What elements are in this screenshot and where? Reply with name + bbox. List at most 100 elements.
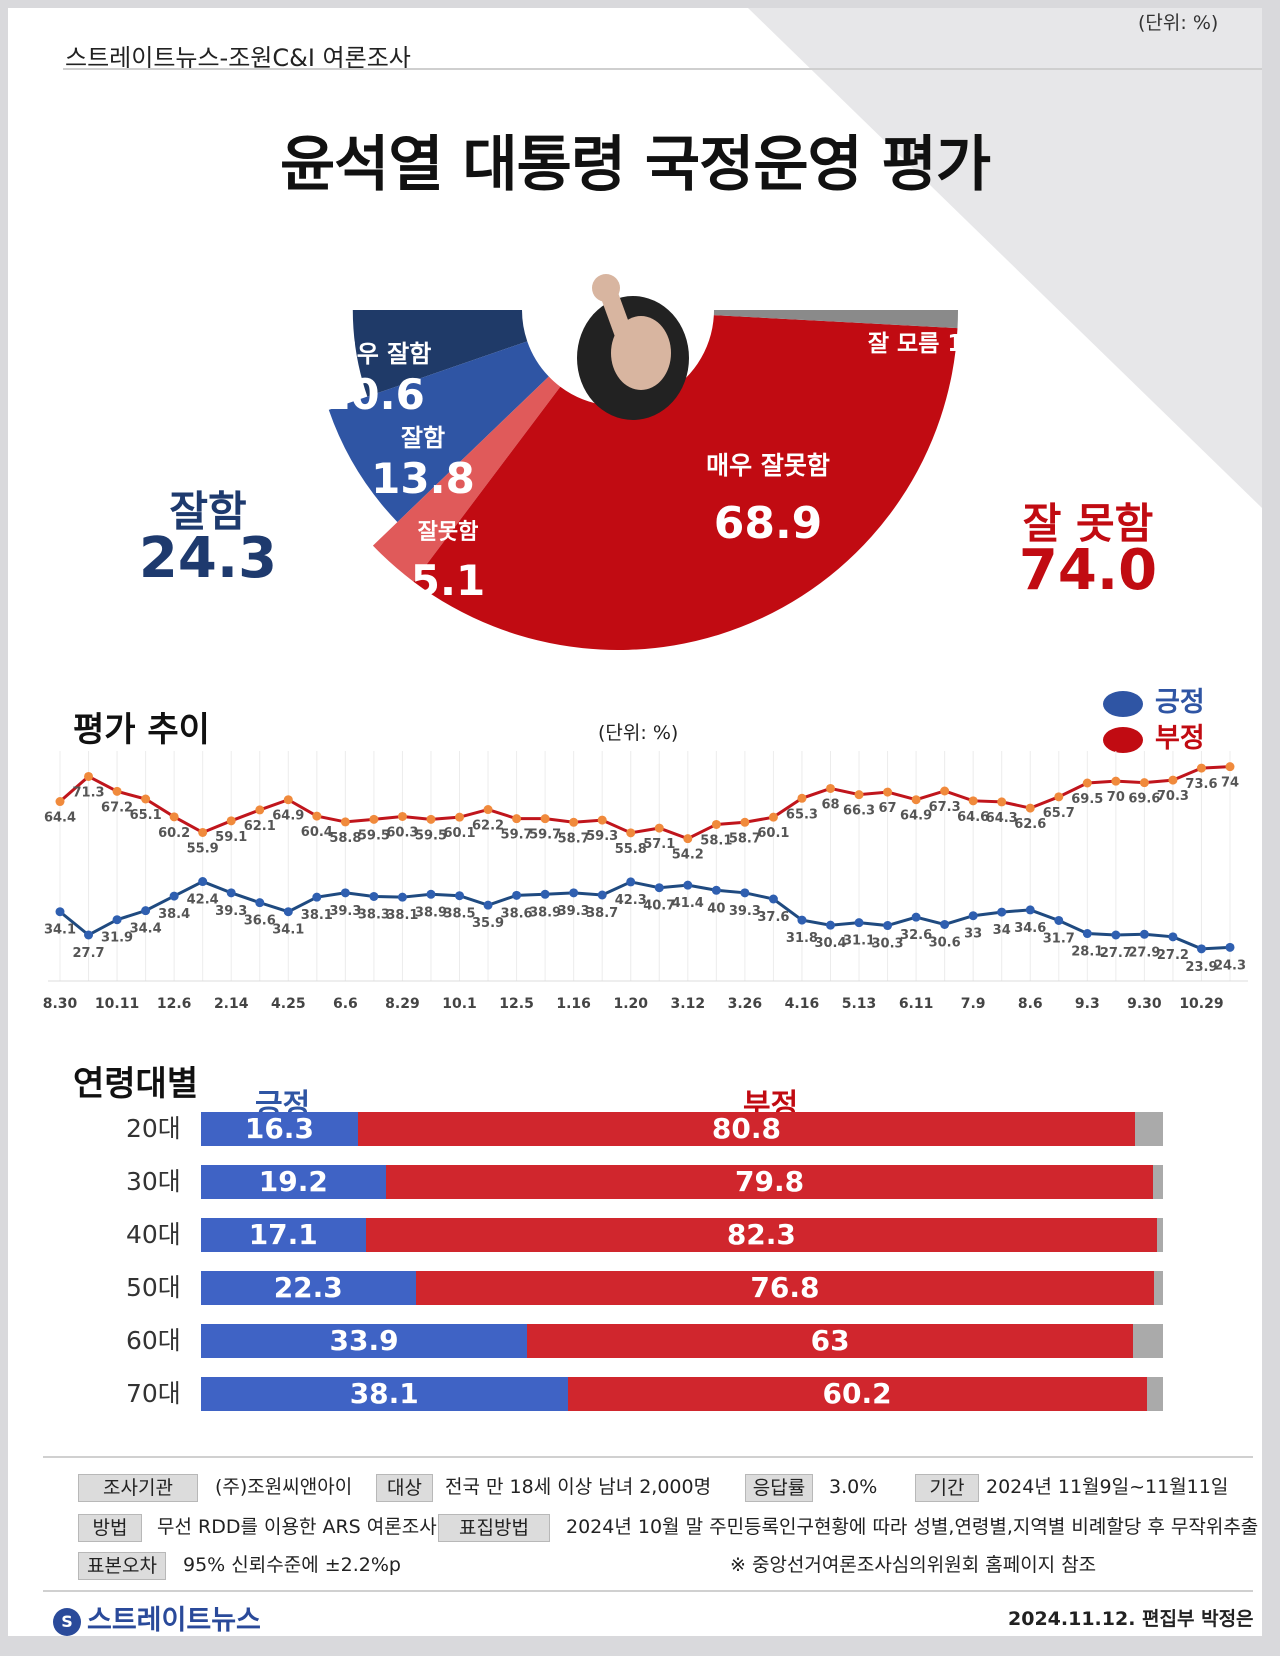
positive-point [1168,932,1178,942]
positive-data-label: 42.3 [615,893,647,908]
positive-data-label: 38.6 [501,906,533,921]
negative-point [968,796,978,806]
negative-data-label: 74 [1221,776,1239,791]
positive-data-label: 38.9 [415,905,447,920]
org-text: (주)조원씨앤아이 [215,1476,353,1498]
negative-data-label: 62.2 [472,819,504,834]
positive-point [340,888,350,898]
positive-point [569,888,579,898]
positive-data-label: 37.6 [757,910,789,925]
positive-point [540,889,550,899]
negative-data-label: 60.3 [386,825,418,840]
positive-data-label: 28.1 [1071,945,1103,960]
negative-point [1225,762,1235,772]
negative-data-label: 65.1 [130,808,162,823]
negative-point [597,815,607,825]
positive-point [483,900,493,910]
x-tick-label: 8.29 [385,996,420,1012]
negative-data-label: 65.3 [786,807,818,822]
positive-point [1196,944,1206,954]
x-tick-label: 3.12 [671,996,706,1012]
negative-bar-label: 82.3 [726,1218,796,1251]
president-photo [577,274,689,420]
negative-point [169,812,179,822]
x-tick-label: 9.3 [1075,996,1100,1012]
good-value: 13.8 [371,454,475,503]
negative-data-label: 60.1 [757,826,789,841]
rate-text: 3.0% [829,1476,878,1498]
positive-point [112,915,122,925]
logo: S 스트레이트뉴스 [53,1598,261,1636]
negative-data-label: 64.9 [900,809,932,824]
negative-point [1196,763,1206,773]
negative-data-label: 65.7 [1043,806,1075,821]
positive-data-label: 38.7 [586,906,618,921]
age-row: 40대 17.1 82.3 [8,1218,1262,1252]
positive-point [255,898,265,908]
x-tick-label: 4.25 [271,996,306,1012]
legend-negative: 부정 [1103,716,1205,755]
negative-bar-label: 80.8 [711,1112,781,1145]
positive-point [455,891,465,901]
negative-data-label: 67.2 [101,800,133,815]
negative-point [455,812,465,822]
negative-point [141,794,151,804]
legend-positive: 긍정 [1103,680,1205,719]
unknown-bar [1146,1377,1163,1411]
negative-data-label: 55.9 [187,841,219,856]
age-row: 50대 22.3 76.8 [8,1271,1262,1305]
trend-line-chart: 64.471.367.265.160.255.959.162.164.960.4… [43,751,1248,1012]
positive-point [198,877,208,887]
negative-bar [415,1271,1155,1305]
x-tick-label: 12.6 [157,996,192,1012]
positive-point [1111,930,1121,940]
negative-data-label: 64.3 [986,811,1018,826]
positive-data-label: 41.4 [672,896,704,911]
negative-point [1054,792,1064,802]
positive-data-label: 32.6 [900,928,932,943]
footer-date: 2024.11.12. 편집부 박정은 [1008,1608,1254,1630]
tag-error: 표본오차 [78,1552,166,1580]
negative-point [55,797,65,807]
positive-data-label: 27.2 [1157,948,1189,963]
positive-point [883,921,893,931]
tag-rate: 응답률 [745,1474,813,1502]
age-row-label: 30대 [126,1167,181,1196]
negative-bar [527,1324,1134,1358]
decor-and-donut [328,8,1262,650]
positive-data-label: 27.7 [72,946,104,961]
age-row-label: 70대 [126,1379,181,1408]
unknown-bar [1157,1218,1163,1252]
age-title: 연령대별 [73,1064,199,1104]
slice-very-bad [413,315,958,650]
negative-point [283,795,293,805]
very-good-value: 10.6 [321,370,425,419]
unknown-bar [1153,1165,1163,1199]
good-label: 잘함 [400,424,446,452]
positive-data-label: 38.1 [386,908,418,923]
x-tick-label: 2.14 [214,996,249,1012]
negative-data-label: 59.7 [529,828,561,843]
positive-bar [201,1377,568,1411]
negative-bar-label: 76.8 [750,1271,820,1304]
negative-bar-label: 60.2 [822,1377,892,1410]
positive-bar [201,1165,386,1199]
negative-point [654,823,664,833]
positive-bar [201,1112,358,1146]
negative-data-label: 60.1 [443,826,475,841]
footer-divider-bottom [43,1590,1253,1592]
positive-data-label: 36.6 [244,914,276,929]
tag-target: 대상 [376,1474,433,1502]
positive-point [84,930,94,940]
positive-data-label: 34.1 [272,923,304,938]
unknown-bar [1135,1112,1163,1146]
positive-point [55,907,65,917]
positive-data-label: 31.8 [786,931,818,946]
positive-bar-label: 38.1 [349,1377,419,1410]
negative-point [711,819,721,829]
positive-data-label: 39.3 [729,904,761,919]
positive-point [711,885,721,895]
positive-summary-value: 24.3 [138,526,278,591]
negative-point [768,812,778,822]
negative-point [626,828,636,838]
